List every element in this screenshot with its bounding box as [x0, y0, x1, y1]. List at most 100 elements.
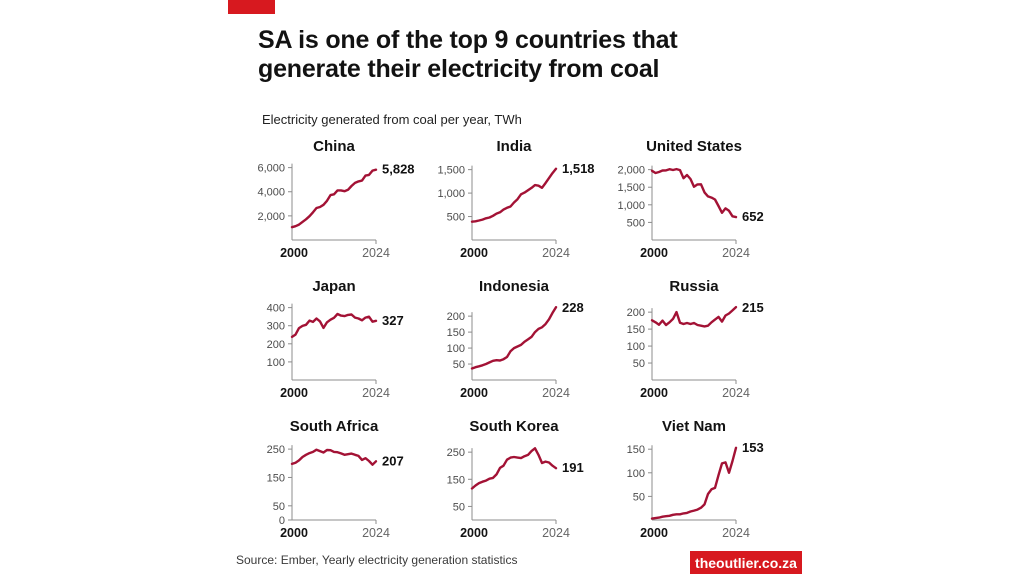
x-tick-label-end: 2024 — [722, 526, 750, 540]
chart-china: China 2,000 4,000 6,000 2000 2024 5,828 — [248, 134, 426, 266]
chart-svg: South Africa 0 50 150 250 2000 2024 207 — [267, 418, 404, 540]
chart-title: Japan — [312, 278, 355, 295]
page-title-line2: generate their electricity from coal — [258, 55, 660, 83]
y-tick-label: 100 — [447, 343, 465, 355]
chart-svg: Viet Nam 50 100 150 2000 2024 153 — [627, 418, 764, 540]
chart-title: China — [313, 138, 355, 155]
y-tick-label: 150 — [267, 472, 285, 484]
y-tick-label: 150 — [447, 327, 465, 339]
y-tick-label: 2,000 — [617, 165, 645, 177]
y-tick-label: 150 — [447, 474, 465, 486]
y-tick-label: 1,500 — [617, 182, 645, 194]
y-tick-label: 500 — [447, 212, 465, 224]
y-tick-label: 50 — [273, 501, 285, 513]
y-tick-label: 50 — [633, 358, 645, 370]
end-value-label: 153 — [742, 440, 764, 455]
x-tick-label-start: 2000 — [640, 246, 668, 260]
chart-svg: China 2,000 4,000 6,000 2000 2024 5,828 — [257, 138, 415, 260]
y-tick-label: 6,000 — [257, 163, 285, 175]
chart-title: Indonesia — [479, 278, 550, 295]
y-tick-label: 150 — [627, 324, 645, 336]
chart-title: Viet Nam — [662, 418, 726, 435]
brand-accent-bar — [228, 0, 275, 14]
chart-title: India — [496, 138, 532, 155]
x-tick-label-start: 2000 — [280, 246, 308, 260]
x-tick-label-end: 2024 — [722, 246, 750, 260]
chart-svg: South Korea 50 150 250 2000 2024 191 — [447, 418, 584, 540]
y-tick-label: 0 — [279, 515, 285, 527]
x-tick-label-end: 2024 — [542, 246, 570, 260]
chart-title: South Korea — [469, 418, 559, 435]
y-tick-label: 400 — [267, 303, 285, 315]
y-tick-label: 4,000 — [257, 187, 285, 199]
y-tick-label: 200 — [447, 311, 465, 323]
y-tick-label: 300 — [267, 321, 285, 333]
y-tick-label: 200 — [267, 339, 285, 351]
data-line — [650, 167, 738, 219]
brand-badge: theoutlier.co.za — [690, 551, 802, 574]
x-tick-label-end: 2024 — [542, 526, 570, 540]
x-tick-label-start: 2000 — [460, 246, 488, 260]
chart-title: South Africa — [290, 418, 379, 435]
end-value-label: 5,828 — [382, 162, 415, 177]
y-tick-label: 1,500 — [437, 165, 465, 177]
page-title-line1: SA is one of the top 9 countries that — [258, 26, 678, 54]
x-tick-label-end: 2024 — [542, 386, 570, 400]
chart-japan: Japan 100 200 300 400 2000 2024 327 — [248, 274, 426, 406]
x-tick-label-start: 2000 — [640, 386, 668, 400]
page-title: SA is one of the top 9 countries that ge… — [258, 26, 778, 84]
x-tick-label-start: 2000 — [280, 386, 308, 400]
data-line — [650, 305, 738, 328]
end-value-label: 191 — [562, 460, 584, 475]
end-value-label: 228 — [562, 300, 584, 315]
data-line — [650, 446, 738, 520]
chart-united-states: United States 500 1,000 1,500 2,000 2000 2024 6… — [608, 134, 786, 266]
x-tick-label-start: 2000 — [280, 526, 308, 540]
y-tick-label: 50 — [453, 359, 465, 371]
chart-south-africa: South Africa 0 50 150 250 2000 2024 207 — [248, 414, 426, 546]
end-value-label: 327 — [382, 313, 404, 328]
data-line — [470, 167, 558, 223]
y-tick-label: 200 — [627, 307, 645, 319]
x-tick-label-end: 2024 — [722, 386, 750, 400]
chart-south-korea: South Korea 50 150 250 2000 2024 191 — [428, 414, 606, 546]
y-tick-label: 150 — [627, 444, 645, 456]
y-tick-label: 2,000 — [257, 211, 285, 223]
y-tick-label: 1,000 — [617, 200, 645, 212]
y-tick-label: 100 — [627, 341, 645, 353]
chart-title: Russia — [669, 278, 719, 295]
end-value-label: 207 — [382, 453, 404, 468]
chart-russia: Russia 50 100 150 200 2000 2024 215 — [608, 274, 786, 406]
chart-svg: Russia 50 100 150 200 2000 2024 215 — [627, 278, 764, 400]
chart-subtitle: Electricity generated from coal per year… — [262, 112, 522, 127]
y-tick-label: 250 — [267, 444, 285, 456]
end-value-label: 215 — [742, 300, 764, 315]
x-tick-label-start: 2000 — [460, 526, 488, 540]
y-tick-label: 500 — [627, 217, 645, 229]
end-value-label: 652 — [742, 209, 764, 224]
y-tick-label: 50 — [633, 491, 645, 503]
chart-svg: Japan 100 200 300 400 2000 2024 327 — [267, 278, 404, 400]
y-tick-label: 50 — [453, 501, 465, 513]
y-tick-label: 100 — [627, 468, 645, 480]
chart-indonesia: Indonesia 50 100 150 200 2000 2024 228 — [428, 274, 606, 406]
chart-title: United States — [646, 138, 742, 155]
data-line — [470, 447, 558, 490]
chart-svg: Indonesia 50 100 150 200 2000 2024 228 — [447, 278, 584, 400]
x-tick-label-end: 2024 — [362, 246, 390, 260]
data-line — [290, 312, 378, 339]
x-tick-label-start: 2000 — [460, 386, 488, 400]
chart-viet-nam: Viet Nam 50 100 150 2000 2024 153 — [608, 414, 786, 546]
y-tick-label: 250 — [447, 447, 465, 459]
x-tick-label-start: 2000 — [640, 526, 668, 540]
x-tick-label-end: 2024 — [362, 526, 390, 540]
chart-svg: India 500 1,000 1,500 2000 2024 1,518 — [437, 138, 595, 260]
data-line — [290, 448, 378, 466]
y-tick-label: 1,000 — [437, 188, 465, 200]
source-note: Source: Ember, Yearly electricity genera… — [236, 553, 518, 567]
x-tick-label-end: 2024 — [362, 386, 390, 400]
data-line — [470, 306, 558, 370]
end-value-label: 1,518 — [562, 161, 595, 176]
chart-svg: United States 500 1,000 1,500 2,000 2000 2024 6… — [617, 138, 764, 260]
